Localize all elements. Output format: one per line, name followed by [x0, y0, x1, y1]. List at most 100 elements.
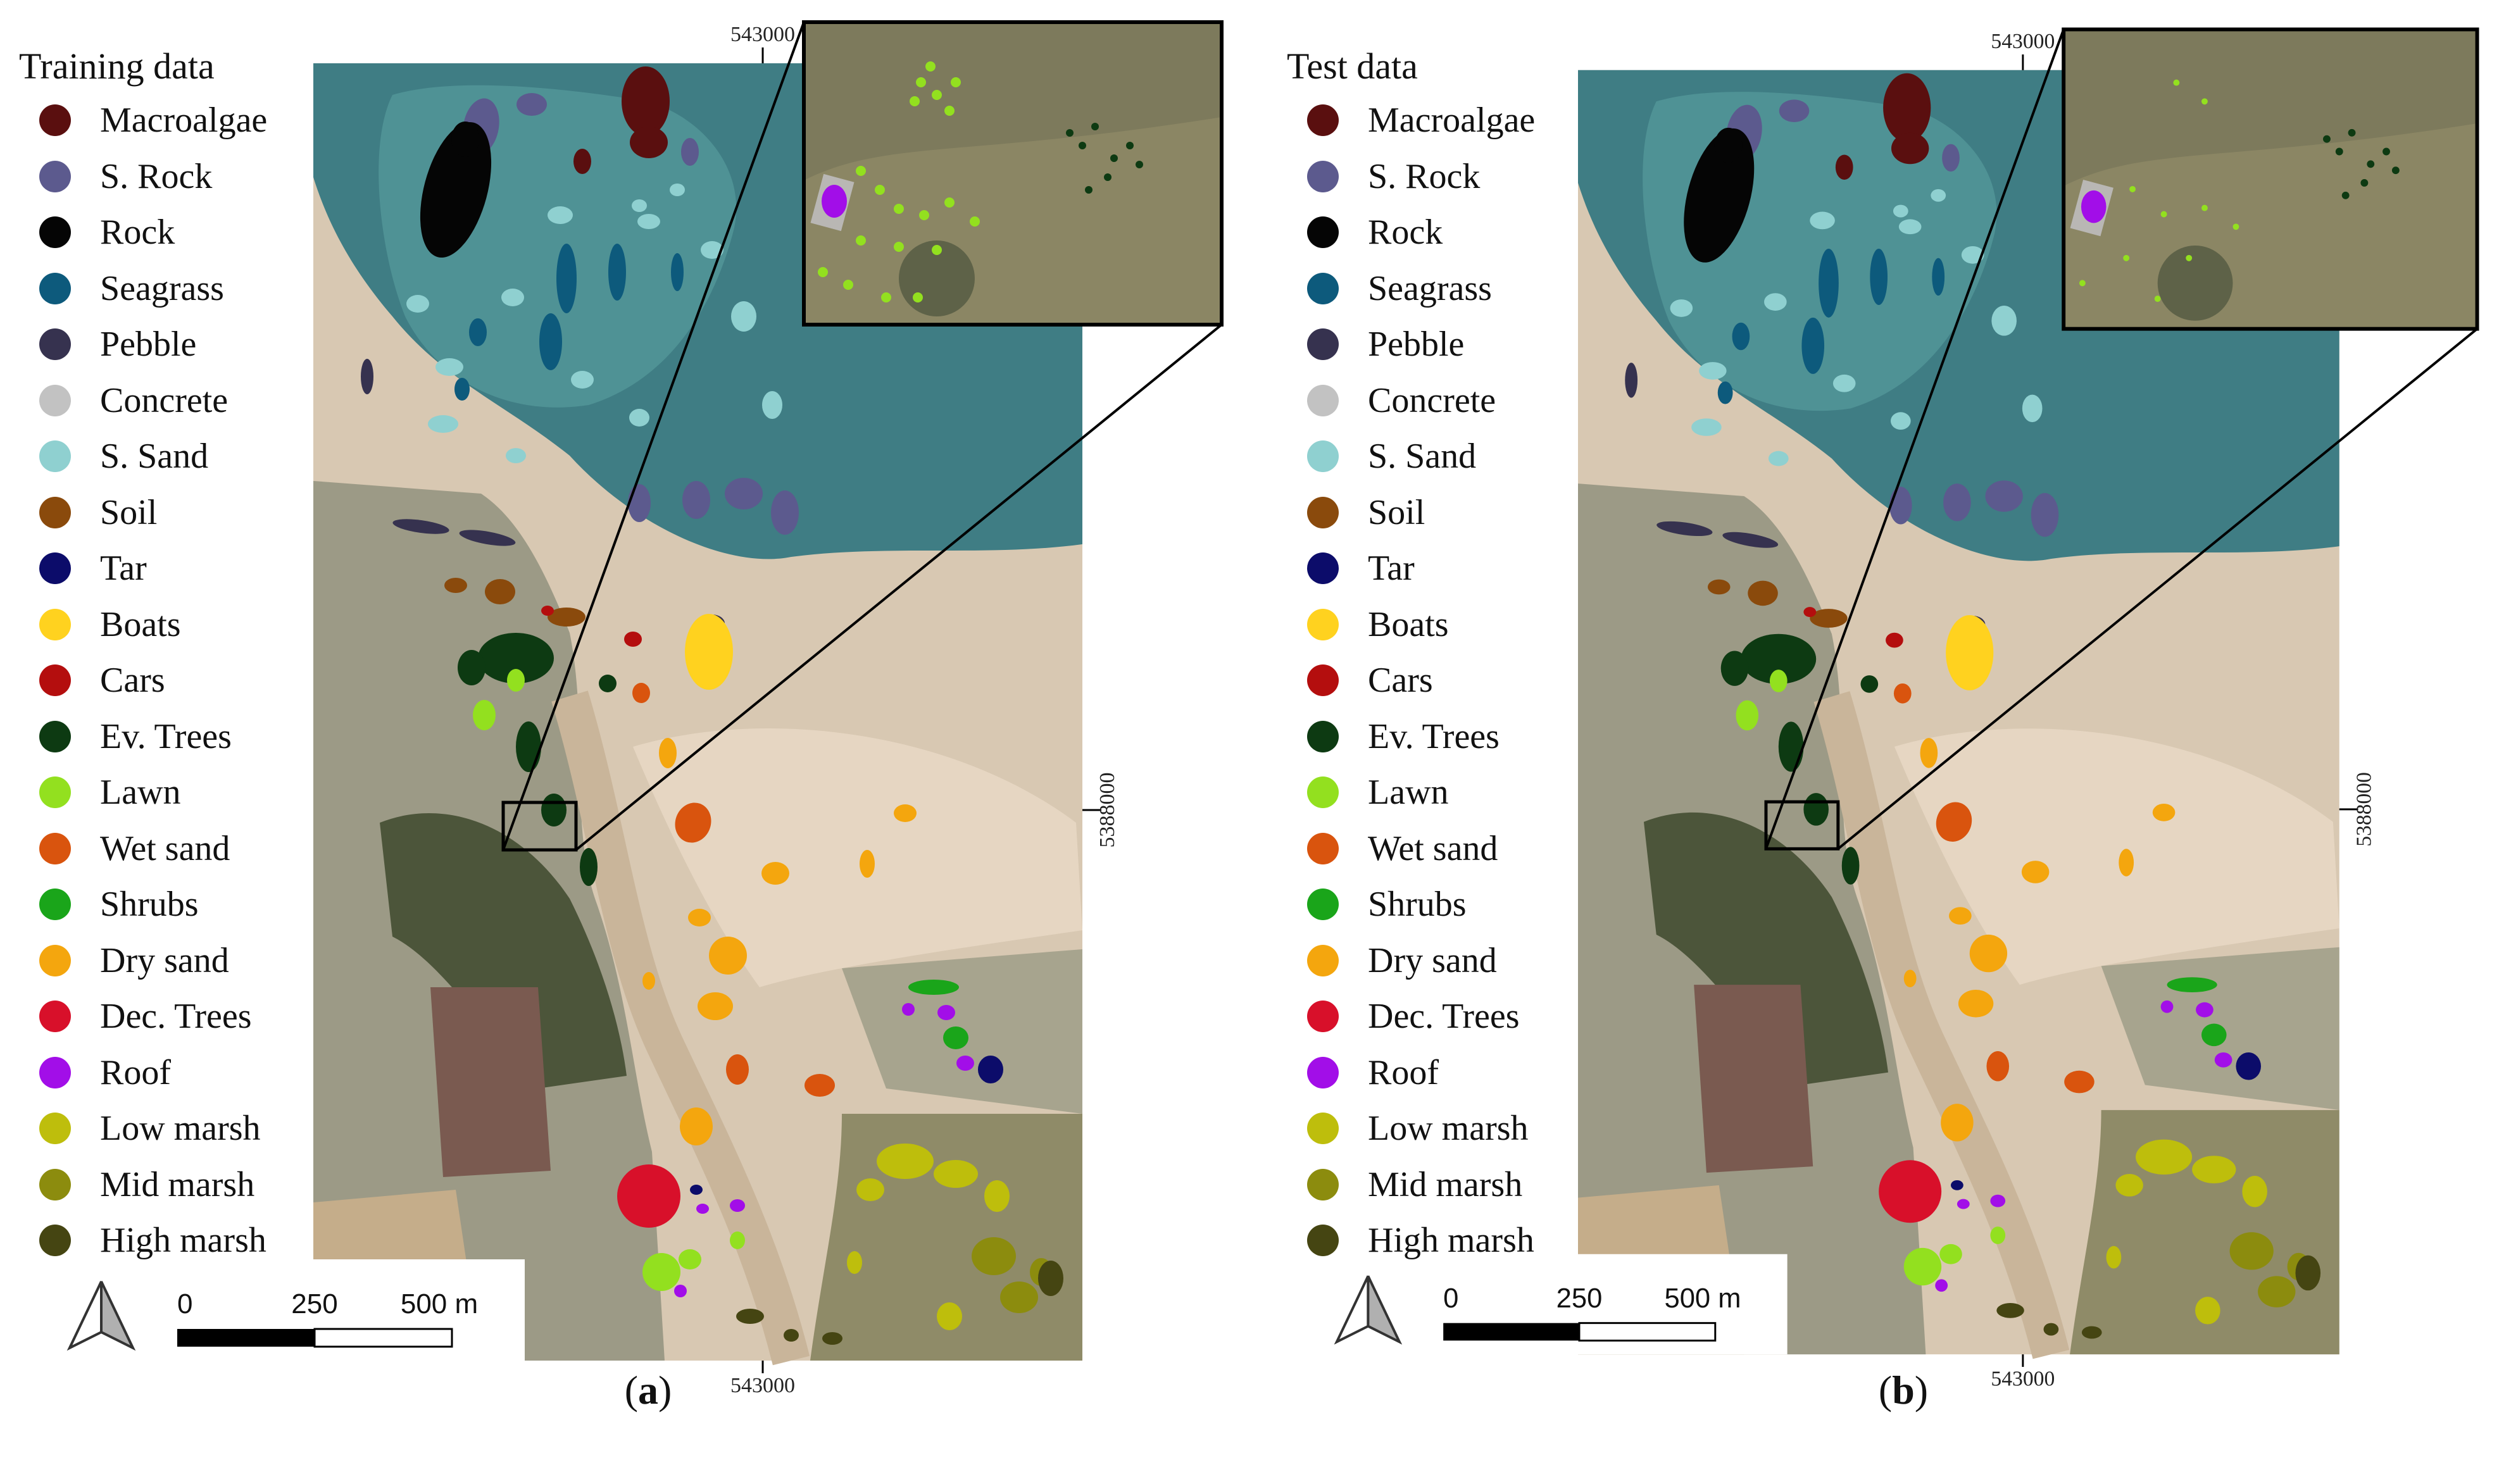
sample-patch	[2064, 1070, 2095, 1094]
legend-swatch	[39, 496, 71, 528]
legend-swatch	[39, 1056, 71, 1088]
sample-patch	[539, 313, 562, 370]
inset-lawn-sample	[843, 280, 853, 290]
inset-tree-sample	[2391, 166, 2400, 175]
sample-patch	[1890, 412, 1911, 430]
sample-patch	[541, 794, 567, 826]
legend-swatch	[1307, 1168, 1339, 1200]
sample-patch	[428, 415, 458, 433]
legend-label: High marsh	[100, 1221, 266, 1261]
sample-patch	[571, 371, 594, 389]
inset-lawn-sample	[2154, 296, 2161, 302]
legend-label: Rock	[100, 213, 175, 253]
legend-label: S. Rock	[1368, 156, 1481, 196]
sample-patch	[1764, 293, 1787, 311]
legend-label: Low marsh	[100, 1109, 261, 1149]
sample-patch	[822, 1332, 842, 1345]
legend-swatch	[39, 608, 71, 640]
legend-swatch	[1307, 440, 1339, 473]
caption-letter: b	[1892, 1368, 1915, 1412]
inset-tree-sample	[1110, 154, 1118, 162]
legend-label: Lawn	[1368, 773, 1449, 813]
sample-patch	[630, 127, 668, 158]
sample-patch	[1943, 483, 1971, 521]
sample-patch	[1941, 1104, 1974, 1142]
sample-patch	[1803, 793, 1829, 826]
sample-patch	[1931, 189, 1946, 202]
legend-item: Seagrass	[1287, 261, 1584, 317]
zoom-leader-line	[1765, 28, 2065, 849]
sample-patch	[1707, 579, 1731, 595]
sample-patch	[659, 738, 677, 768]
sample-patch	[473, 700, 496, 730]
sample-patch	[690, 1185, 703, 1195]
legend-label: Shrubs	[100, 885, 199, 925]
scale-bar-label: 0	[1443, 1283, 1458, 1314]
inset-tree-sample	[2348, 128, 2356, 137]
sample-patch	[608, 244, 626, 301]
legend-swatch	[1307, 889, 1339, 921]
sample-patch	[2119, 849, 2134, 876]
legend-item: Soil	[1287, 485, 1584, 541]
legend-swatch	[39, 216, 71, 249]
inset-lawn-sample	[944, 197, 955, 208]
sample-patch	[507, 669, 525, 692]
sample-patch	[454, 378, 470, 401]
legend-swatch	[39, 440, 71, 473]
sample-patch	[1936, 802, 1972, 842]
sample-patch	[908, 980, 959, 995]
legend-item: Tar	[1287, 540, 1584, 597]
sample-patch	[548, 608, 585, 627]
scale-bar-label: 250	[291, 1288, 337, 1319]
sample-patch	[1939, 1244, 1962, 1264]
sample-patch	[1769, 670, 1788, 692]
sample-patch	[1883, 73, 1931, 142]
sample-patch	[2236, 1052, 2262, 1080]
sample-patch	[1879, 1160, 1942, 1223]
legend-item: Pebble	[1287, 316, 1584, 373]
legend-item: S. Rock	[19, 149, 316, 205]
sample-patch	[696, 1204, 709, 1214]
sample-patch	[762, 391, 782, 419]
legend-swatch	[1307, 776, 1339, 809]
scale-bar-black-segment	[1443, 1323, 1579, 1341]
legend-item: Lawn	[1287, 764, 1584, 821]
sample-patch	[674, 1285, 687, 1297]
sample-patch	[1903, 970, 1917, 988]
legend-swatch	[39, 832, 71, 864]
legend-item: Ev. Trees	[19, 709, 316, 765]
inset-lawn-sample	[916, 77, 926, 87]
sample-patch	[1684, 128, 1755, 263]
legend-swatch	[1307, 608, 1339, 640]
legend-label: Cars	[100, 661, 165, 701]
right-northing-label: 5388000	[1096, 773, 1119, 848]
sample-patch	[1722, 532, 1779, 548]
legend-label: S. Rock	[100, 156, 213, 196]
inset-lawn-sample	[919, 210, 929, 220]
inset-lawn-sample	[2160, 211, 2167, 218]
sample-patch	[2022, 394, 2043, 423]
legend-label: Boats	[1368, 604, 1449, 644]
sample-patch	[2160, 1000, 2174, 1013]
legend-item: Tar	[19, 540, 316, 597]
sample-patch	[642, 972, 655, 990]
legend-item: Rock	[19, 204, 316, 261]
sample-patch	[517, 93, 547, 116]
sample-patch	[1801, 317, 1825, 374]
inset-lawn-sample	[932, 90, 942, 100]
legend: Training data Macroalgae S. Rock Rock Seagr…	[19, 44, 316, 1269]
legend-item: Ev. Trees	[1287, 709, 1584, 765]
sample-patch	[406, 295, 429, 313]
sample-patch	[937, 1005, 955, 1020]
legend-swatch	[39, 664, 71, 697]
sample-patch	[1942, 144, 1960, 172]
legend-swatch	[39, 944, 71, 976]
sample-patch	[1714, 127, 1743, 163]
sample-patch	[698, 992, 733, 1020]
legend-swatch	[39, 1113, 71, 1145]
sample-patch	[1920, 738, 1938, 768]
sample-patch	[2195, 1297, 2220, 1325]
legend-label: Boats	[100, 604, 181, 644]
sample-patch	[599, 675, 617, 692]
scale-bar-black-segment	[177, 1329, 315, 1347]
